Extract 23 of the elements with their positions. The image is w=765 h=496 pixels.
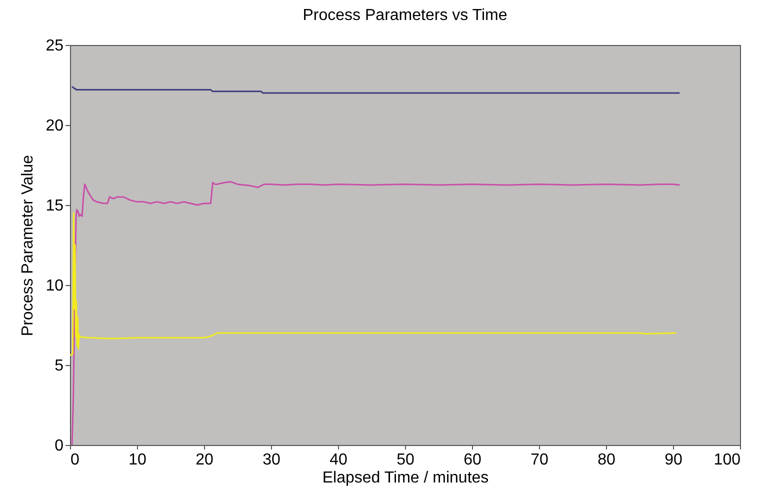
line-series xyxy=(71,181,680,445)
y-tick-label: 5 xyxy=(54,358,64,374)
x-tick-label: 30 xyxy=(262,452,280,468)
x-axis-title: Elapsed Time / minutes xyxy=(322,470,489,486)
x-tick-label: 10 xyxy=(128,452,146,468)
x-tick-label: 80 xyxy=(598,452,616,468)
x-tick-label: 20 xyxy=(196,452,214,468)
x-tick-label: 40 xyxy=(330,452,348,468)
x-tick-label: 90 xyxy=(664,452,682,468)
line-series xyxy=(70,212,678,356)
x-tick-label: 100 xyxy=(714,452,741,468)
line-series xyxy=(71,86,680,94)
x-tick-label: 0 xyxy=(70,452,80,468)
y-tick-label: 10 xyxy=(46,278,64,294)
x-tick-label: 50 xyxy=(396,452,414,468)
y-axis-title: Process Parameter Value xyxy=(20,154,37,336)
y-tick-label: 25 xyxy=(46,38,64,54)
x-tick-label: 60 xyxy=(464,452,482,468)
chart-title: Process Parameters vs Time xyxy=(302,7,508,24)
x-tick-label: 70 xyxy=(530,452,548,468)
y-tick-label: 0 xyxy=(54,438,64,454)
y-tick-label: 20 xyxy=(46,118,64,134)
y-tick-label: 15 xyxy=(46,198,64,214)
